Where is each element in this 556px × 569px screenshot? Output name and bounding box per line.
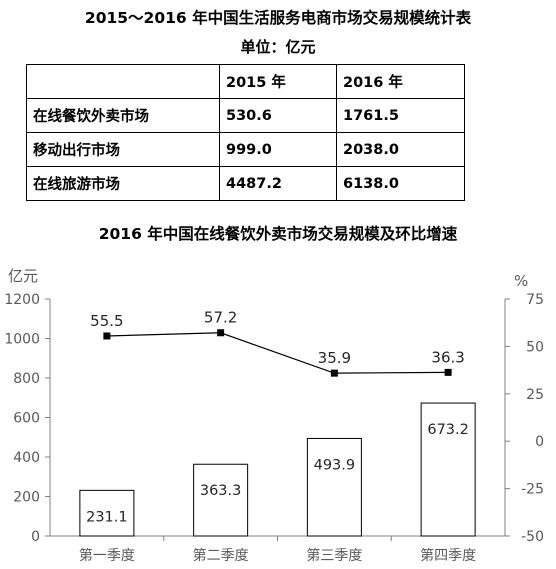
growth-line [106, 332, 449, 374]
bar [79, 489, 135, 537]
left-tick-label: 1000 [4, 332, 40, 348]
right-tick-label: 75 [526, 292, 544, 308]
table-header-cell: 2016 年 [336, 64, 465, 99]
line-point [444, 368, 452, 376]
right-tick-label: 50 [526, 339, 544, 355]
line-point [217, 329, 225, 337]
table-unit: 单位：亿元 [240, 38, 316, 56]
table-cell: 999.0 [219, 132, 337, 167]
left-tick-label: 400 [13, 450, 40, 466]
table-cell: 4487.2 [219, 166, 337, 201]
left-axis-label: 亿元 [8, 267, 38, 285]
right-tick-label: -25 [521, 482, 544, 498]
line-value-label: 35.9 [318, 349, 351, 367]
stats-table: 2015 年 2016 年 在线餐饮外卖市场 530.6 1761.5 移动出行… [26, 64, 465, 201]
line-point [103, 332, 111, 340]
table-cell: 530.6 [219, 98, 337, 133]
right-tick-label: -50 [521, 529, 544, 545]
bar-value-label: 673.2 [427, 422, 469, 438]
table-cell: 移动出行市场 [26, 132, 220, 167]
line-value-label: 36.3 [431, 348, 464, 366]
bar [193, 463, 249, 537]
table-cell: 在线餐饮外卖市场 [26, 98, 220, 133]
bar-value-label: 231.1 [86, 509, 128, 525]
bar [306, 437, 362, 537]
right-tick-label: 0 [535, 434, 544, 450]
left-tick-label: 0 [31, 529, 40, 545]
bar-value-label: 363.3 [200, 483, 242, 499]
left-tick-label: 200 [13, 490, 40, 506]
table-header-cell: 2015 年 [219, 64, 337, 99]
left-tick-label: 800 [13, 371, 40, 387]
x-tick-label: 第四季度 [420, 547, 476, 564]
left-tick-label: 600 [13, 411, 40, 427]
table-row: 在线餐饮外卖市场 530.6 1761.5 [26, 98, 465, 133]
table-row: 在线旅游市场 4487.2 6138.0 [26, 166, 465, 201]
line-value-label: 57.2 [204, 309, 237, 327]
x-tick-label: 第一季度 [79, 547, 135, 564]
table-header-row: 2015 年 2016 年 [26, 64, 465, 99]
table-title: 2015～2016 年中国生活服务电商市场交易规模统计表 [84, 9, 472, 27]
x-tick-label: 第二季度 [193, 547, 249, 564]
x-tick-label: 第三季度 [306, 547, 362, 564]
table-cell: 6138.0 [336, 166, 465, 201]
chart-title: 2016 年中国在线餐饮外卖市场交易规模及环比增速 [98, 225, 458, 243]
line-value-label: 55.5 [90, 312, 123, 330]
right-tick-label: 25 [526, 387, 544, 403]
table-cell: 在线旅游市场 [26, 166, 220, 201]
line-point [330, 369, 338, 377]
bar [420, 402, 476, 537]
bar-value-label: 493.9 [314, 457, 356, 473]
left-tick-label: 1200 [4, 292, 40, 308]
right-axis-label: % [514, 272, 528, 290]
